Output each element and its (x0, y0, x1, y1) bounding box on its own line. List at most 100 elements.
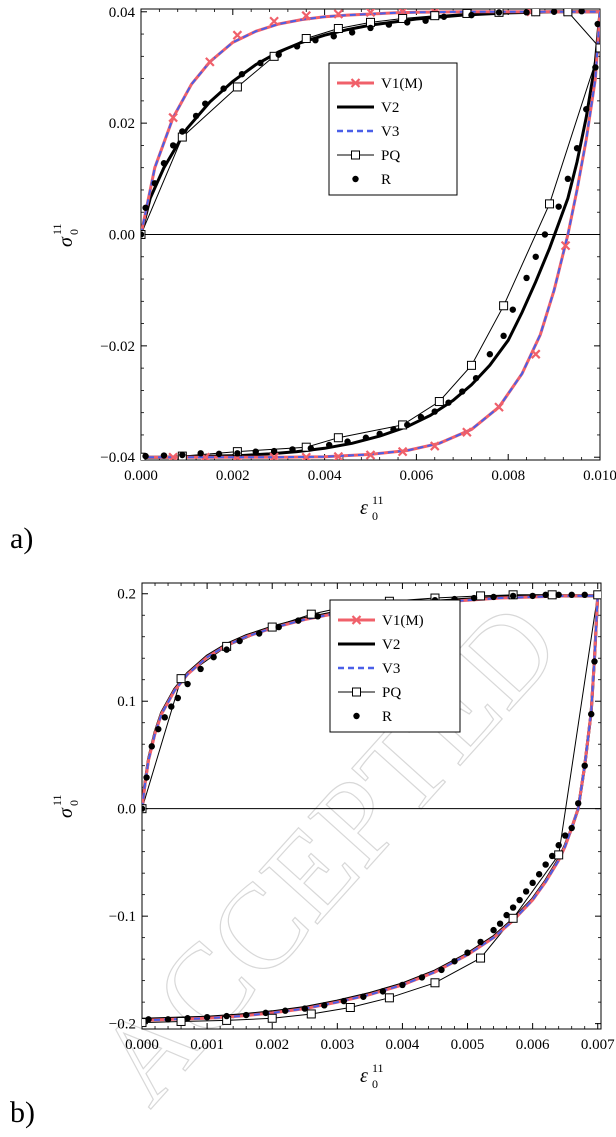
series-r-point (160, 452, 168, 459)
x-tick-label: 0.002 (216, 468, 250, 484)
y-tick-label: −0.02 (100, 339, 135, 355)
series-r-point (500, 332, 507, 340)
series-pq-marker (545, 199, 555, 209)
series-pq-marker (434, 397, 444, 407)
y-axis-label-sub: 0 (67, 800, 81, 806)
series-r-point (529, 592, 536, 600)
x-tick-label: 0.001 (190, 1037, 224, 1053)
series-v1-marker (269, 16, 279, 27)
legend-box (328, 62, 458, 196)
x-tick-label: 0.002 (255, 1037, 289, 1053)
series-r-point (548, 852, 556, 860)
legend-label-v2: V2 (382, 637, 400, 653)
series-r-point (503, 911, 510, 919)
series-pq-marker (398, 13, 408, 23)
series-r-point (555, 591, 562, 599)
series-v1-marker (168, 112, 178, 123)
series-r-point (197, 665, 204, 673)
series-r-point (399, 981, 406, 989)
series-r-point (496, 920, 504, 927)
series-r-point (252, 448, 259, 455)
series-r-point (242, 1011, 250, 1019)
series-v1-marker (333, 451, 344, 460)
x-axis-label-sub: 0 (372, 1077, 378, 1091)
series-r-point (151, 180, 158, 187)
series-r-point (340, 997, 348, 1005)
series-v1-marker (269, 452, 279, 460)
series-r-point (594, 20, 600, 28)
legend-label-r: R (381, 172, 391, 188)
series-v1-marker (494, 402, 504, 412)
panel-b-chart: 0.000 0.001 0.002 0.003 0.004 0.005 0.006 0.007… (10, 582, 615, 1129)
series-v1-marker (397, 446, 408, 457)
legend-r-marker (353, 712, 360, 720)
legend-v1-marker (350, 78, 361, 88)
series-r-point (385, 21, 393, 28)
series-v1-marker (429, 441, 440, 451)
series-r-point (362, 434, 370, 441)
series-pq-marker (333, 23, 343, 33)
series-v1-marker (205, 57, 215, 67)
y-tick-label: 0.04 (109, 5, 136, 21)
x-tick-label: 0.006 (516, 1037, 550, 1053)
x-axis-label: ε (360, 1065, 368, 1087)
series-r-point (184, 1015, 191, 1022)
series-r-point (568, 591, 575, 599)
series-v1-marker (333, 9, 344, 19)
y-axis-label: σ11 0 (50, 223, 81, 247)
series-v3-line (142, 594, 599, 1022)
series-r-point (490, 593, 497, 601)
y-axis-label-sub: 0 (67, 229, 81, 235)
series-r-point (262, 1009, 269, 1017)
series-v1-marker (301, 10, 312, 21)
series-pq-marker (384, 993, 394, 1003)
series-r-point (561, 832, 569, 839)
x-tick-label: 0.008 (491, 468, 525, 484)
series-v1-marker (462, 427, 472, 437)
series-v1-marker (365, 450, 376, 460)
series-v1-marker (560, 240, 571, 251)
series-v1-marker (232, 30, 243, 40)
legend-label-pq: PQ (382, 685, 401, 701)
series-r-point (581, 591, 588, 599)
x-tick-label: 0.000 (124, 468, 158, 484)
series-r-point (523, 9, 530, 16)
x-tick-label: 0.004 (386, 1037, 420, 1053)
series-r-point (234, 450, 241, 457)
series-r-point (307, 445, 315, 452)
series-r-point (376, 430, 383, 438)
x-tick-label: 0.004 (308, 468, 342, 484)
legend-label-v3: V3 (381, 124, 399, 140)
legend-pq-marker (352, 687, 361, 697)
series-r-point (470, 594, 478, 602)
series-r-point (325, 441, 333, 449)
y-tick-label: −0.04 (100, 450, 135, 466)
series-r-point (236, 637, 243, 645)
y-axis-label-main: σ (55, 807, 77, 818)
series-pq-marker (333, 433, 343, 443)
y-tick-label: −0.2 (109, 1017, 136, 1033)
x-tick-label: 0.000 (125, 1037, 159, 1053)
series-r-point (523, 274, 530, 282)
series-r-point (344, 438, 351, 445)
series-r-point (293, 43, 301, 50)
series-r-point (367, 24, 374, 32)
series-r-point (522, 888, 530, 895)
series-r-point (573, 144, 581, 152)
series-r-point (312, 36, 319, 44)
series-pq-marker (176, 674, 186, 684)
series-r-point (314, 613, 321, 620)
series-pq-marker (531, 9, 541, 17)
series-r-point (301, 1005, 308, 1012)
series-pq-marker (267, 1013, 277, 1023)
series-r-point (215, 450, 223, 458)
series-pq-marker (306, 609, 316, 619)
x-tick-label: 0.003 (320, 1037, 354, 1053)
series-pq-marker (430, 978, 440, 988)
series-r-point (541, 231, 549, 238)
series-r-point (575, 800, 582, 807)
legend-label-v1: V1(M) (381, 76, 423, 92)
series-v1-marker (301, 452, 312, 460)
series-r-point (270, 447, 278, 455)
legend-label-v3: V3 (382, 661, 400, 677)
